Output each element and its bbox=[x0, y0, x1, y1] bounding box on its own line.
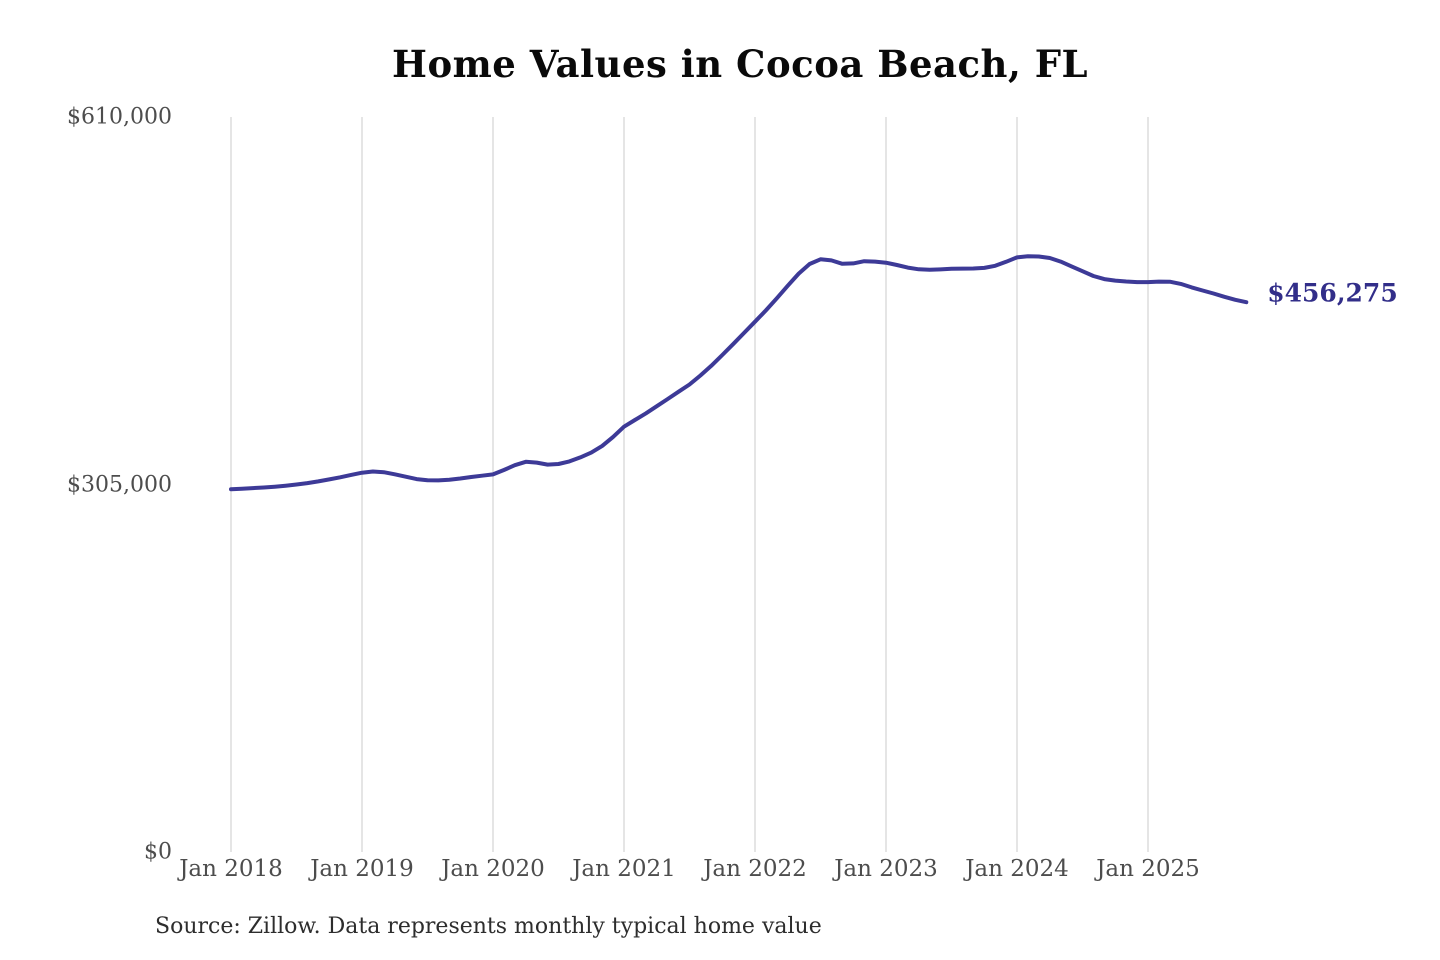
line-end-value-label: $456,275 bbox=[1267, 278, 1398, 308]
x-tick-label: Jan 2024 bbox=[965, 856, 1069, 882]
y-tick-label: $0 bbox=[144, 839, 172, 865]
x-tick-label: Jan 2021 bbox=[572, 856, 676, 882]
x-tick-label: Jan 2020 bbox=[441, 856, 545, 882]
x-tick-label: Jan 2022 bbox=[703, 856, 807, 882]
y-tick-label: $305,000 bbox=[67, 472, 172, 497]
chart-title: Home Values in Cocoa Beach, FL bbox=[392, 42, 1088, 86]
y-tick-label: $610,000 bbox=[67, 104, 172, 130]
x-tick-label: Jan 2023 bbox=[834, 856, 938, 882]
x-tick-label: Jan 2025 bbox=[1096, 856, 1200, 882]
x-tick-label: Jan 2019 bbox=[310, 856, 414, 882]
x-tick-label: Jan 2018 bbox=[179, 856, 283, 882]
source-note: Source: Zillow. Data represents monthly … bbox=[155, 914, 822, 939]
home-value-line bbox=[229, 254, 1249, 492]
